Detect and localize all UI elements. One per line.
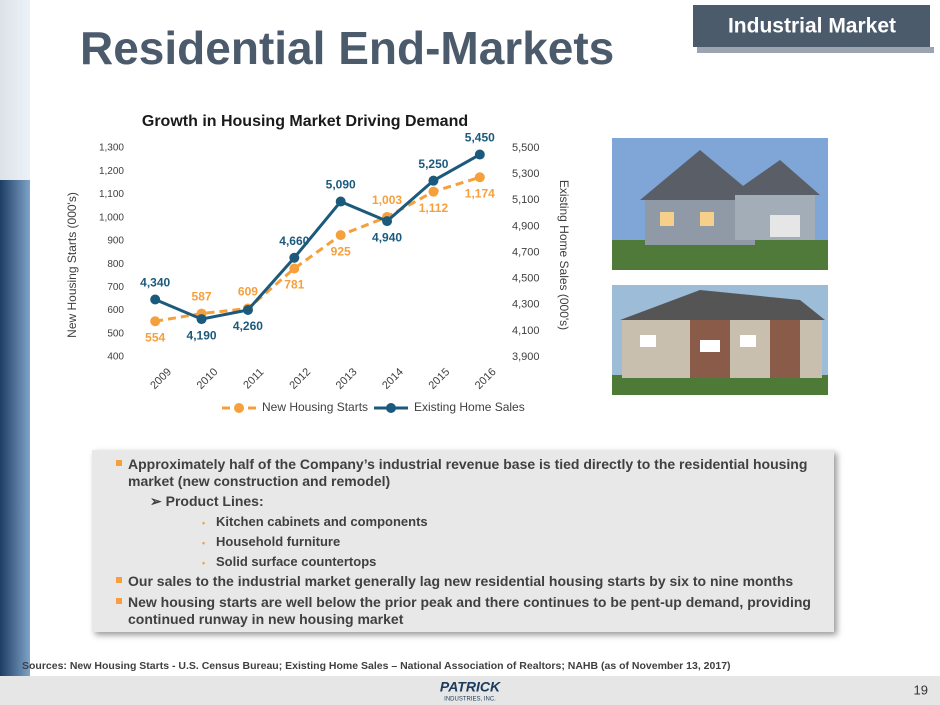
- y2-tick-label: 4,500: [512, 273, 540, 285]
- data-label: 1,003: [372, 193, 402, 207]
- point: [335, 196, 346, 207]
- bullet-text: Our sales to the industrial market gener…: [128, 573, 794, 589]
- data-label: 4,260: [233, 319, 263, 333]
- badge: Industrial Market: [728, 15, 896, 38]
- data-label: 4,340: [140, 276, 170, 290]
- y-tick-label: 500: [107, 328, 124, 339]
- y2-axis-label: Existing Home Sales (000's): [557, 180, 571, 330]
- item: • Household furniture: [202, 534, 341, 549]
- bullet: [116, 577, 122, 583]
- legend-marker: [386, 403, 396, 413]
- bullet: [116, 598, 122, 604]
- y-tick-label: 1,000: [99, 212, 124, 223]
- sub-heading: ➢ Product Lines:: [150, 493, 264, 509]
- chart-title: Growth in Housing Market Driving Demand: [142, 113, 468, 130]
- x-tick-label: 2015: [426, 366, 452, 392]
- item: • Kitchen cabinets and components: [202, 514, 428, 529]
- data-label: 554: [145, 330, 165, 344]
- point: [474, 172, 485, 183]
- item-text: Household furniture: [216, 534, 341, 549]
- point: [474, 149, 485, 160]
- logo-sub: INDUSTRIES, INC.: [444, 697, 496, 703]
- legend-label: Existing Home Sales: [414, 400, 525, 414]
- point: [335, 230, 346, 241]
- y-tick-label: 900: [107, 236, 124, 247]
- x-tick-label: 2011: [241, 366, 266, 391]
- series-line: [154, 175, 481, 323]
- point: [150, 294, 161, 305]
- item-text: Kitchen cabinets and components: [216, 514, 428, 529]
- point: [289, 252, 300, 263]
- data-label: 4,940: [372, 230, 402, 244]
- y-tick-label: 600: [107, 305, 124, 316]
- y2-tick-label: 4,900: [512, 220, 540, 232]
- x-tick-label: 2013: [334, 366, 360, 392]
- x-tick-label: 2009: [148, 366, 174, 392]
- data-label: 925: [331, 244, 351, 258]
- source-note: Sources: New Housing Starts - U.S. Censu…: [22, 660, 731, 672]
- data-label: 4,660: [279, 234, 309, 248]
- point: [289, 263, 300, 274]
- item-text: Solid surface countertops: [216, 554, 377, 569]
- sub-heading-text: Product Lines:: [165, 493, 264, 509]
- chart: Growth in Housing Market Driving Demand …: [65, 113, 571, 414]
- apartment-photo: [612, 285, 828, 395]
- legend-label: New Housing Starts: [262, 400, 368, 414]
- data-label: 587: [192, 290, 212, 304]
- x-tick-label: 2010: [195, 366, 221, 392]
- house-photo: [612, 138, 828, 270]
- point: [242, 304, 253, 315]
- point: [196, 314, 207, 325]
- item: • Solid surface countertops: [202, 554, 377, 569]
- y2-tick-label: 5,300: [512, 168, 540, 180]
- x-tick-label: 2016: [473, 366, 499, 392]
- y-tick-label: 1,300: [99, 143, 124, 154]
- data-label: 5,250: [418, 157, 448, 171]
- y2-tick-label: 3,900: [512, 351, 540, 363]
- data-label: 5,090: [326, 178, 356, 192]
- data-label: 5,450: [465, 131, 495, 145]
- legend-marker: [234, 403, 244, 413]
- data-label: 1,112: [419, 201, 449, 215]
- point: [382, 216, 393, 227]
- y2-tick-label: 4,100: [512, 325, 540, 337]
- logo: PATRICK: [440, 679, 501, 695]
- x-tick-label: 2012: [287, 366, 313, 392]
- bullet-text: Approximately half of the Company’s indu…: [128, 456, 808, 489]
- x-tick-label: 2014: [380, 366, 406, 392]
- point: [428, 175, 439, 186]
- data-label: 4,190: [187, 328, 217, 342]
- y2-tick-label: 5,100: [512, 194, 540, 206]
- y2-tick-label: 5,500: [512, 142, 540, 154]
- y-axis-label: New Housing Starts (000's): [65, 192, 79, 338]
- bullet-box: Approximately half of the Company’s indu…: [92, 450, 834, 632]
- series-line: [154, 153, 481, 321]
- point: [428, 186, 439, 197]
- data-label: 609: [238, 285, 258, 299]
- y-tick-label: 700: [107, 282, 124, 293]
- page-title: Residential End-Markets: [80, 22, 614, 74]
- data-label: 1,174: [465, 186, 495, 200]
- y-tick-label: 1,100: [99, 189, 124, 200]
- point: [150, 316, 161, 327]
- bullet: [116, 460, 122, 466]
- y2-tick-label: 4,700: [512, 246, 540, 258]
- y2-tick-label: 4,300: [512, 299, 540, 311]
- page-number: 19: [914, 682, 928, 697]
- data-label: 781: [284, 278, 304, 292]
- y-tick-label: 800: [107, 259, 124, 270]
- bullet-text: New housing starts are well below the pr…: [128, 594, 811, 627]
- y-tick-label: 400: [107, 352, 124, 363]
- y-tick-label: 1,200: [99, 166, 124, 177]
